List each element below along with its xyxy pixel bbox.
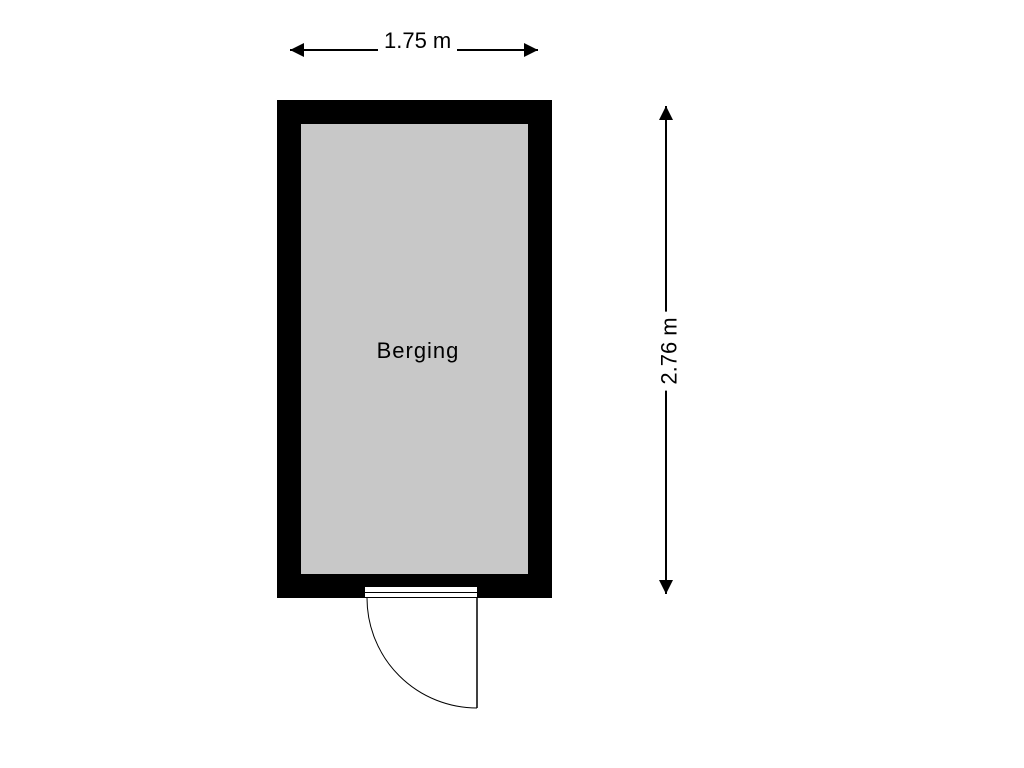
room-label: Berging bbox=[358, 338, 478, 364]
dimension-width-label: 1.75 m bbox=[378, 28, 457, 54]
floorplan-canvas: Berging 1.75 m 2.76 m bbox=[0, 0, 1024, 768]
dimension-height-label: 2.76 m bbox=[657, 311, 683, 390]
door-threshold bbox=[365, 586, 477, 598]
